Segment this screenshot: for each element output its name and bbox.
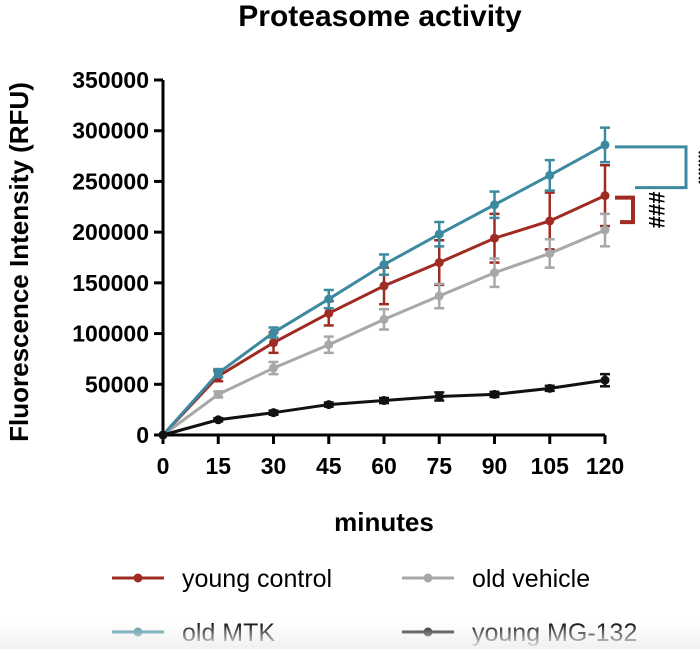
- y-tick-label: 150000: [72, 270, 149, 296]
- y-tick-label: 300000: [72, 118, 149, 144]
- x-tick-label: 30: [261, 453, 287, 479]
- y-tick-label: 200000: [72, 219, 149, 245]
- plot-area: [158, 126, 610, 440]
- y-tick-label: 250000: [72, 168, 149, 194]
- data-point: [600, 191, 610, 201]
- x-tick-label: 90: [482, 453, 508, 479]
- legend-item: old vehicle: [402, 565, 590, 593]
- data-point: [600, 375, 610, 385]
- x-tick-label: 75: [426, 453, 452, 479]
- data-point: [269, 408, 278, 418]
- data-point: [324, 294, 334, 304]
- significance-label: ****: [686, 150, 700, 185]
- data-point: [379, 281, 389, 291]
- data-point: [434, 391, 444, 401]
- significance-bracket: [615, 195, 635, 225]
- data-point: [490, 200, 499, 210]
- data-point: [324, 308, 334, 318]
- data-point: [600, 225, 610, 235]
- data-point: [269, 338, 278, 348]
- data-point: [490, 233, 499, 243]
- x-axis-title: minutes: [334, 507, 434, 537]
- data-point: [545, 170, 555, 180]
- data-point: [379, 396, 389, 406]
- x-tick-label: 45: [316, 453, 342, 479]
- legend-label: old vehicle: [472, 565, 590, 593]
- data-point: [269, 328, 278, 338]
- x-tick-label: 60: [371, 453, 397, 479]
- series-young-mg-132: [158, 372, 610, 440]
- legend-marker: [133, 627, 143, 637]
- data-point: [545, 216, 555, 226]
- significance-label: ###: [644, 192, 669, 229]
- significance-bracket: [615, 145, 688, 190]
- y-tick-label: 50000: [85, 371, 149, 397]
- legend-item: young MG-132: [402, 619, 637, 647]
- data-point: [490, 268, 499, 278]
- data-point: [324, 400, 334, 410]
- data-point: [545, 383, 555, 393]
- series-old-vehicle: [158, 212, 610, 440]
- y-tick-label: 0: [136, 422, 149, 448]
- data-point: [213, 389, 223, 399]
- y-tick-label: 350000: [72, 67, 149, 93]
- data-point: [213, 415, 223, 425]
- y-axis-title: Fluorescence Intensity (RFU): [4, 82, 34, 442]
- significance-annotations: **** ###: [615, 145, 700, 229]
- x-tick-label: 0: [157, 453, 170, 479]
- data-point: [490, 389, 499, 399]
- data-point: [379, 260, 389, 270]
- legend-item: young control: [112, 565, 332, 593]
- x-tick-label: 15: [205, 453, 231, 479]
- x-tick-label: 105: [531, 453, 570, 479]
- legend-item: old MTK: [112, 619, 275, 647]
- data-point: [379, 314, 389, 324]
- legend-marker: [133, 573, 143, 583]
- data-point: [434, 291, 444, 301]
- data-point: [600, 140, 610, 150]
- legend-marker: [423, 573, 433, 583]
- legend-marker: [423, 627, 433, 637]
- data-point: [434, 258, 444, 268]
- data-point: [213, 368, 223, 378]
- data-point: [324, 340, 334, 350]
- data-point: [434, 229, 444, 239]
- data-point: [269, 363, 278, 373]
- legend: young control old vehicle old MTK young MG-…: [112, 565, 637, 647]
- y-tick-label: 100000: [72, 321, 149, 347]
- data-point: [545, 248, 555, 258]
- axes: 0 50000 100000 150000 200000 250000 300000 3500…: [72, 67, 624, 479]
- legend-label: young control: [182, 565, 332, 593]
- data-point: [158, 430, 168, 440]
- legend-label: young MG-132: [472, 619, 637, 647]
- legend-label: old MTK: [182, 619, 275, 647]
- x-tick-label: 120: [586, 453, 624, 479]
- chart-title: Proteasome activity: [238, 0, 522, 33]
